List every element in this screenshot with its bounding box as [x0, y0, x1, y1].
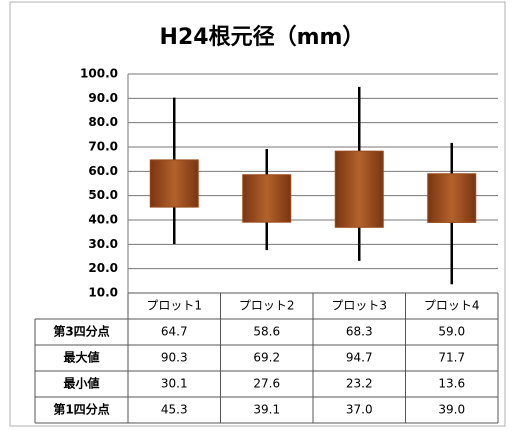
y-tick-label: 10.0	[88, 286, 118, 300]
box	[242, 174, 292, 223]
table-value: 58.6	[253, 325, 280, 339]
x-tick-label: プロット2	[239, 299, 295, 313]
y-tick-label: 100.0	[80, 67, 118, 81]
y-tick-label: 50.0	[88, 188, 118, 202]
table-value: 64.7	[161, 325, 188, 339]
table-value: 71.7	[438, 351, 465, 365]
table-value: 68.3	[346, 325, 373, 339]
table-value: 59.0	[438, 325, 465, 339]
row-label: 第3四分点	[53, 324, 109, 339]
x-tick-label: プロット4	[424, 299, 480, 313]
table-value: 30.1	[161, 377, 188, 391]
table-value: 90.3	[161, 351, 188, 365]
y-tick-label: 90.0	[88, 91, 118, 105]
chart-title: H24根元径（mm）	[160, 24, 365, 50]
table-value: 39.1	[253, 403, 280, 417]
table-value: 45.3	[161, 403, 188, 417]
box	[427, 173, 477, 223]
y-tick-label: 30.0	[88, 237, 118, 251]
row-label: 最小値	[63, 376, 99, 391]
table-value: 13.6	[438, 377, 465, 391]
y-tick-label: 60.0	[88, 164, 118, 178]
table-value: 39.0	[438, 403, 465, 417]
x-tick-label: プロット3	[331, 299, 387, 313]
y-tick-label: 80.0	[88, 115, 118, 129]
row-label: 第1四分点	[53, 402, 109, 417]
table-value: 27.6	[253, 377, 280, 391]
row-label: 最大値	[63, 350, 99, 365]
y-tick-label: 20.0	[88, 261, 118, 275]
box	[334, 150, 384, 228]
table-value: 23.2	[346, 377, 373, 391]
y-tick-label: 70.0	[88, 140, 118, 154]
table-value: 94.7	[346, 351, 373, 365]
table-value: 37.0	[346, 403, 373, 417]
y-tick-label: 40.0	[88, 213, 118, 227]
box	[149, 159, 199, 208]
table-value: 69.2	[253, 351, 280, 365]
x-tick-label: プロット1	[146, 299, 202, 313]
